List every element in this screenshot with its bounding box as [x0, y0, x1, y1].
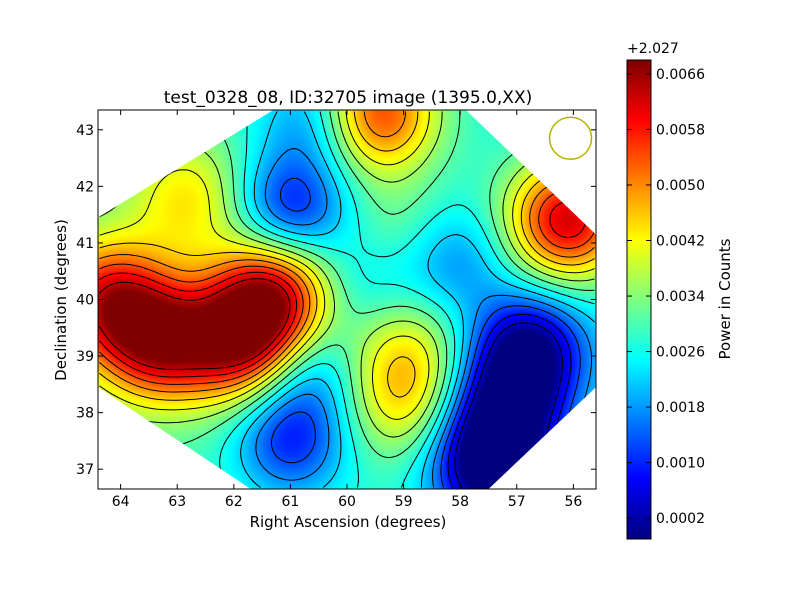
y-tick-label: 37 — [76, 462, 94, 478]
plot-area: 64 63 62 61 60 59 58 57 56 37 38 39 40 41 42 43 — [76, 109, 597, 510]
colorbar-tick-label: 0.0066 — [656, 67, 705, 83]
colorbar-tick-label: 0.0034 — [656, 289, 705, 305]
contour-line — [99, 201, 586, 378]
colorbar-tick-label: 0.0058 — [656, 122, 705, 138]
x-axis-ticks: 64 63 62 61 60 59 58 57 56 — [112, 110, 582, 510]
contour-line — [255, 148, 592, 488]
colorbar-gradient — [627, 60, 651, 539]
y-axis-ticks: 37 38 39 40 41 42 43 — [76, 123, 596, 478]
chart-title: test_0328_08, ID:32705 image (1395.0,XX) — [164, 88, 532, 108]
colorbar-label: Power in Counts — [716, 238, 734, 359]
x-axis-label: Right Ascension (degrees) — [250, 513, 447, 531]
colorbar-tick-label: 0.0018 — [656, 400, 705, 416]
colorbar: 0.0002 0.0010 0.0018 0.0026 0.0034 0.0042 0.00… — [626, 41, 734, 540]
x-tick-label: 58 — [451, 494, 469, 510]
y-tick-label: 41 — [76, 236, 94, 252]
contour-line — [99, 111, 595, 420]
colorbar-tick-label: 0.0050 — [656, 178, 705, 194]
y-axis-label: Declination (degrees) — [52, 219, 70, 381]
y-tick-label: 43 — [76, 123, 94, 139]
colorbar-ticks: 0.0002 0.0010 0.0018 0.0026 0.0034 0.0042 0.00… — [627, 67, 705, 527]
x-tick-label: 59 — [395, 494, 413, 510]
y-tick-label: 42 — [76, 179, 94, 195]
contour-line — [99, 111, 595, 401]
contour-line — [270, 177, 581, 488]
y-tick-label: 40 — [76, 293, 94, 309]
colorbar-tick-label: 0.0042 — [656, 233, 705, 249]
x-tick-label: 60 — [338, 494, 356, 510]
beam-marker — [548, 116, 593, 161]
colorbar-offset-label: +2.027 — [627, 41, 679, 57]
colorbar-tick-label: 0.0026 — [656, 345, 705, 361]
x-tick-label: 57 — [508, 494, 526, 510]
x-tick-label: 64 — [112, 494, 130, 510]
colorbar-tick-label: 0.0010 — [656, 456, 705, 472]
y-tick-label: 38 — [76, 406, 94, 422]
x-tick-label: 61 — [281, 494, 299, 510]
colorbar-frame — [626, 59, 652, 540]
x-tick-label: 63 — [168, 494, 186, 510]
x-tick-label: 62 — [225, 494, 243, 510]
contour-line — [99, 278, 291, 370]
x-tick-label: 56 — [564, 494, 582, 510]
contour-line — [447, 313, 572, 488]
contour-line — [454, 322, 563, 488]
y-tick-label: 39 — [76, 349, 94, 365]
colorbar-tick-label: 0.0002 — [656, 511, 705, 527]
